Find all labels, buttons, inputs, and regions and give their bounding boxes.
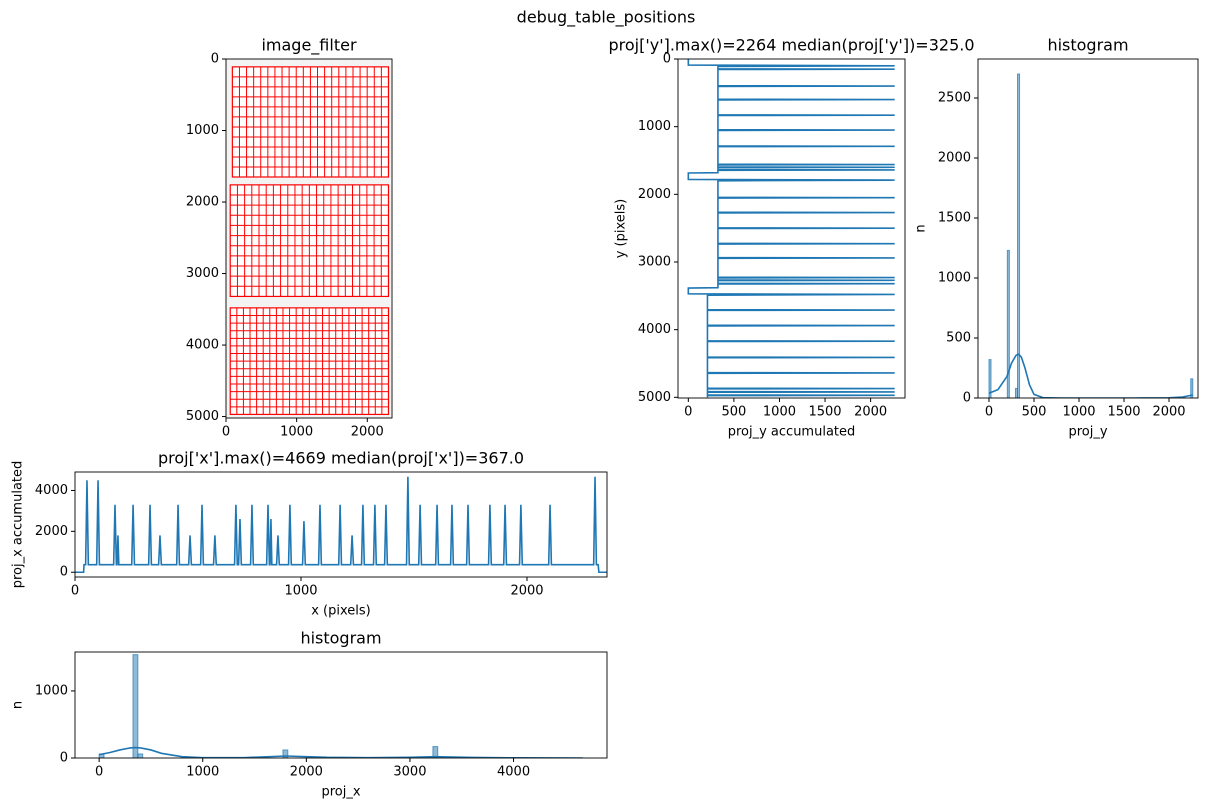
x-tick-label: 2000	[854, 405, 887, 420]
plot-area	[687, 59, 895, 398]
axes-frame	[225, 58, 393, 419]
y-tick-label: 5000	[638, 390, 671, 405]
y-tick-label: 2000	[35, 524, 68, 539]
x-tick-label: 500	[1022, 405, 1047, 420]
axes-frame	[977, 58, 1199, 399]
y-tick-label: 0	[60, 751, 68, 766]
x-tick-label: 2000	[1152, 405, 1185, 420]
plot-area	[988, 73, 1194, 398]
y-axis-label: y (pixels)	[614, 199, 629, 259]
axes-frame	[74, 651, 608, 759]
x-tick-label: 1500	[1107, 405, 1140, 420]
x-tick-label: 0	[95, 765, 103, 780]
axes-frame	[74, 471, 608, 578]
x-tick-label: 1500	[808, 405, 841, 420]
chart-title: histogram	[1047, 36, 1128, 55]
x-tick-label: 0	[684, 405, 692, 420]
y-tick-label: 1000	[35, 683, 68, 698]
y-tick-label: 4000	[186, 338, 219, 353]
y-tick-label: 2500	[938, 91, 971, 106]
hist-bar	[132, 654, 139, 758]
chart-title: proj['x'].max()=4669 median(proj['x'])=3…	[158, 449, 524, 468]
plot-area	[98, 654, 583, 758]
plot-area	[75, 476, 607, 574]
kde-line	[98, 746, 583, 758]
line	[75, 476, 607, 574]
panel: 0 1000 2000 3000 4000 0 1000 histogram proj_x n	[11, 629, 608, 800]
y-tick-label: 0	[211, 52, 219, 67]
panel: 0 500 1000 1500 2000010002000300040005000pro…	[608, 36, 974, 440]
hist-bar	[1017, 73, 1021, 398]
line	[687, 59, 895, 398]
panel: 0 500 1000 1500 2000 0 500 1000 1500 2000 2500 hist…	[914, 36, 1199, 440]
x-tick-label: 0	[222, 425, 230, 440]
hist-bar	[988, 359, 992, 398]
figure-title: debug_table_positions	[517, 8, 696, 28]
x-tick-label: 1000	[284, 584, 317, 599]
x-tick-label: 0	[71, 584, 79, 599]
y-tick-label: 2000	[186, 195, 219, 210]
y-tick-label: 2000	[638, 187, 671, 202]
y-tick-label: 4000	[35, 483, 68, 498]
y-tick-label: 1000	[638, 119, 671, 134]
x-tick-label: 1000	[186, 765, 219, 780]
panel: 0 1000 2000 0 2000 4000 proj['x'].max()=4669 m…	[11, 449, 608, 619]
chart-title: image_filter	[261, 36, 356, 56]
x-tick-label: 2000	[510, 584, 543, 599]
axes-frame	[677, 58, 906, 399]
y-tick-label: 3000	[638, 254, 671, 269]
x-axis-label: proj_y	[1068, 425, 1107, 440]
y-tick-label: 0	[663, 52, 671, 67]
y-tick-label: 500	[946, 331, 971, 346]
x-tick-label: 3000	[393, 765, 426, 780]
chart-title: proj['y'].max()=2264 median(proj['y'])=3…	[608, 36, 974, 55]
y-axis-label: n	[914, 224, 929, 232]
hist-bar	[1006, 249, 1010, 398]
y-tick-label: 2000	[938, 151, 971, 166]
x-tick-label: 1000	[280, 425, 313, 440]
y-tick-label: 0	[60, 565, 68, 580]
x-tick-label: 500	[721, 405, 746, 420]
panel: 0 1000 2000 0 1000 2000 3000 4000 5000 image_filt…	[186, 36, 393, 440]
y-tick-label: 4000	[638, 322, 671, 337]
x-axis-label: proj_x	[321, 785, 360, 800]
x-axis-label: x (pixels)	[311, 604, 371, 619]
y-tick-label: 1500	[938, 211, 971, 226]
x-tick-label: 0	[985, 405, 993, 420]
y-tick-label: 5000	[186, 409, 219, 424]
x-tick-label: 1000	[763, 405, 796, 420]
y-tick-label: 3000	[186, 266, 219, 281]
y-axis-label: n	[11, 701, 26, 709]
chart-title: histogram	[300, 629, 381, 648]
x-tick-label: 1000	[1062, 405, 1095, 420]
x-tick-label: 2000	[351, 425, 384, 440]
y-tick-label: 1000	[938, 271, 971, 286]
x-axis-label: proj_y accumulated	[728, 425, 856, 440]
hist-bar	[137, 753, 144, 758]
y-axis-label: proj_x accumulated	[11, 461, 26, 589]
y-tick-label: 1000	[186, 123, 219, 138]
plot-area	[226, 59, 391, 418]
x-tick-label: 2000	[290, 765, 323, 780]
x-tick-label: 4000	[497, 765, 530, 780]
y-tick-label: 0	[963, 391, 971, 406]
